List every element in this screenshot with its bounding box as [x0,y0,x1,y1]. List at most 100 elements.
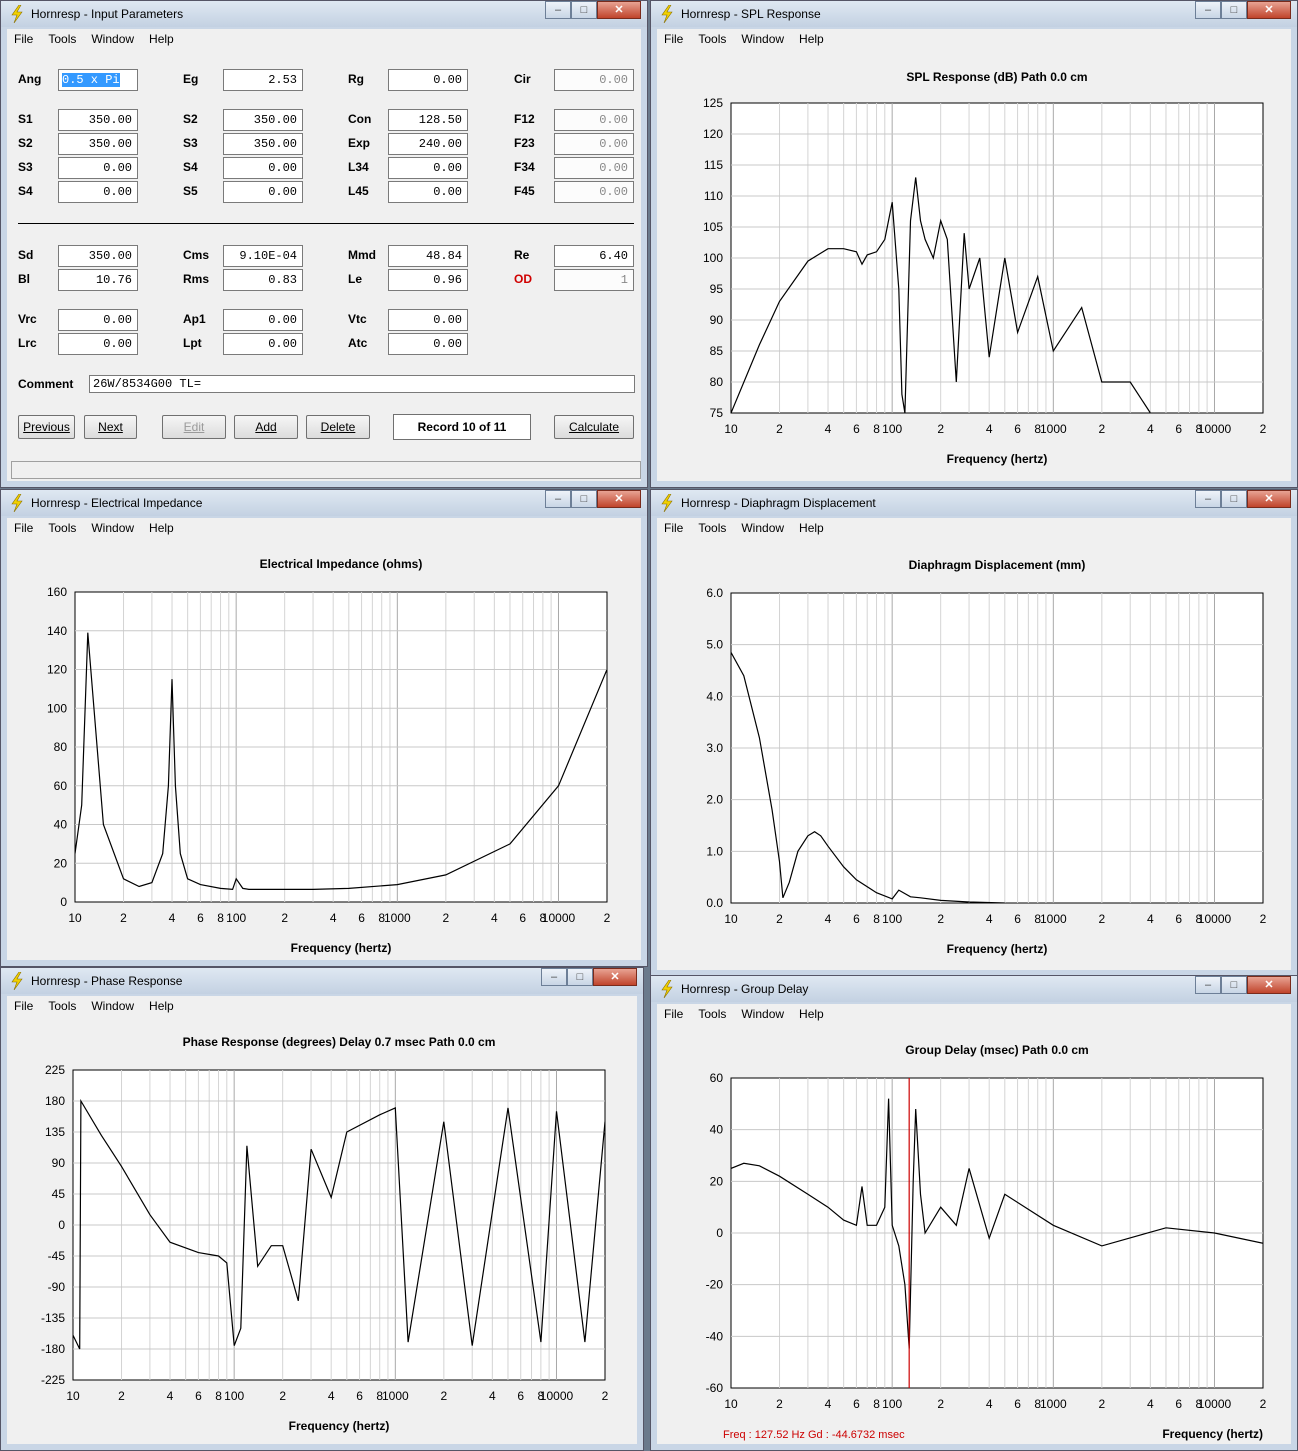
close-button[interactable]: ✕ [593,968,637,986]
menu-help[interactable]: Help [149,521,174,535]
param-field-f23[interactable]: 0.00 [554,133,634,155]
add-button[interactable]: Add [234,415,298,439]
param-field-vrc[interactable]: 0.00 [58,309,138,331]
maximize-button[interactable]: □ [571,1,597,19]
param-field-s2[interactable]: 350.00 [58,133,138,155]
menu-file[interactable]: File [14,999,34,1013]
param-field-s4[interactable]: 0.00 [58,181,138,203]
minimize-button[interactable]: – [1195,490,1221,508]
close-button[interactable]: ✕ [1247,976,1291,994]
previous-button[interactable]: Previous [18,415,75,439]
param-label-rg: Rg [348,72,364,86]
menu-help[interactable]: Help [799,521,824,535]
menu-file[interactable]: File [14,32,34,46]
menu-help[interactable]: Help [149,999,174,1013]
param-field-lrc[interactable]: 0.00 [58,333,138,355]
x-tick-label: 4 [986,912,993,926]
param-field-atc[interactable]: 0.00 [388,333,468,355]
close-button[interactable]: ✕ [597,1,641,19]
menu-tools[interactable]: Tools [48,521,77,535]
param-field-ang[interactable]: 0.5 x Pi [58,69,138,91]
menu-window[interactable]: Window [741,32,785,46]
param-field-eg[interactable]: 2.53 [223,69,303,91]
menu-window[interactable]: Window [91,521,135,535]
y-tick-label: 80 [54,740,68,754]
title-bar[interactable]: Hornresp - Input Parameters – □ ✕ [1,1,647,27]
param-field-rg[interactable]: 0.00 [388,69,468,91]
y-tick-label: -45 [48,1249,66,1263]
param-field-lpt[interactable]: 0.00 [223,333,303,355]
param-field-f45[interactable]: 0.00 [554,181,634,203]
menu-window[interactable]: Window [741,1007,785,1021]
minimize-button[interactable]: – [1195,1,1221,19]
minimize-button[interactable]: – [545,1,571,19]
param-field-s3[interactable]: 350.00 [223,133,303,155]
delete-button[interactable]: Delete [306,415,370,439]
param-field-re[interactable]: 6.40 [554,245,634,267]
x-tick-label: 6 [1175,422,1182,436]
menu-file[interactable]: File [664,32,684,46]
param-field-cir[interactable]: 0.00 [554,69,634,91]
title-bar[interactable]: Hornresp - SPL Response – □ ✕ [651,1,1297,27]
minimize-button[interactable]: – [545,490,571,508]
x-tick-label: 10000 [1198,422,1232,436]
menu-help[interactable]: Help [149,32,174,46]
title-bar[interactable]: Hornresp - Diaphragm Displacement – □ ✕ [651,490,1297,516]
menu-tools[interactable]: Tools [698,1007,727,1021]
close-button[interactable]: ✕ [1247,490,1291,508]
param-field-od[interactable]: 1 [554,269,634,291]
param-label-s3: S3 [183,136,198,150]
menu-window[interactable]: Window [91,999,135,1013]
close-button[interactable]: ✕ [597,490,641,508]
maximize-button[interactable]: □ [1221,490,1247,508]
param-field-l45[interactable]: 0.00 [388,181,468,203]
menu-help[interactable]: Help [799,1007,824,1021]
param-field-exp[interactable]: 240.00 [388,133,468,155]
close-button[interactable]: ✕ [1247,1,1291,19]
param-field-rms[interactable]: 0.83 [223,269,303,291]
menu-help[interactable]: Help [799,32,824,46]
menu-tools[interactable]: Tools [698,32,727,46]
maximize-button[interactable]: □ [567,968,593,986]
param-field-f34[interactable]: 0.00 [554,157,634,179]
minimize-button[interactable]: – [541,968,567,986]
param-field-sd[interactable]: 350.00 [58,245,138,267]
x-tick-label: 2 [1098,422,1105,436]
menu-tools[interactable]: Tools [698,521,727,535]
param-field-s4[interactable]: 0.00 [223,157,303,179]
title-bar[interactable]: Hornresp - Phase Response – □ ✕ [1,968,643,994]
param-field-s2[interactable]: 350.00 [223,109,303,131]
x-tick-label: 2 [440,1389,447,1403]
menu-window[interactable]: Window [91,32,135,46]
maximize-button[interactable]: □ [571,490,597,508]
x-tick-label: 4 [328,1389,335,1403]
param-field-cms[interactable]: 9.10E-04 [223,245,303,267]
title-bar[interactable]: Hornresp - Group Delay – □ ✕ [651,976,1297,1002]
menu-window[interactable]: Window [741,521,785,535]
menu-tools[interactable]: Tools [48,32,77,46]
next-button[interactable]: Next [84,415,137,439]
y-tick-label: -90 [48,1280,66,1294]
calculate-button[interactable]: Calculate [554,415,634,439]
param-field-s5[interactable]: 0.00 [223,181,303,203]
param-field-f12[interactable]: 0.00 [554,109,634,131]
menu-file[interactable]: File [14,521,34,535]
param-field-le[interactable]: 0.96 [388,269,468,291]
menu-file[interactable]: File [664,521,684,535]
param-field-s1[interactable]: 350.00 [58,109,138,131]
menu-tools[interactable]: Tools [48,999,77,1013]
param-field-vtc[interactable]: 0.00 [388,309,468,331]
param-field-mmd[interactable]: 48.84 [388,245,468,267]
param-field-ap1[interactable]: 0.00 [223,309,303,331]
param-field-s3[interactable]: 0.00 [58,157,138,179]
menu-file[interactable]: File [664,1007,684,1021]
comment-input[interactable]: 26W/8534G00 TL= [89,375,635,393]
maximize-button[interactable]: □ [1221,976,1247,994]
param-field-bl[interactable]: 10.76 [58,269,138,291]
edit-button[interactable]: Edit [162,415,226,439]
maximize-button[interactable]: □ [1221,1,1247,19]
title-bar[interactable]: Hornresp - Electrical Impedance – □ ✕ [1,490,647,516]
param-field-l34[interactable]: 0.00 [388,157,468,179]
minimize-button[interactable]: – [1195,976,1221,994]
param-field-con[interactable]: 128.50 [388,109,468,131]
